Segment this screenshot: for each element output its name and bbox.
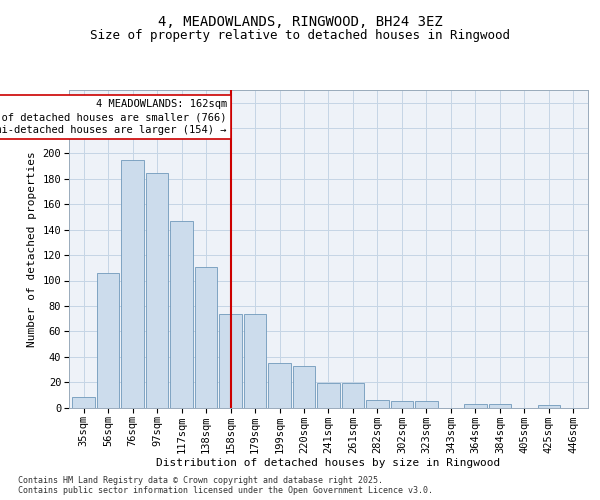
Text: 4 MEADOWLANDS: 162sqm
← 83% of detached houses are smaller (766)
17% of semi-det: 4 MEADOWLANDS: 162sqm ← 83% of detached … — [0, 99, 227, 136]
Text: Contains HM Land Registry data © Crown copyright and database right 2025.
Contai: Contains HM Land Registry data © Crown c… — [18, 476, 433, 495]
X-axis label: Distribution of detached houses by size in Ringwood: Distribution of detached houses by size … — [157, 458, 500, 468]
Bar — [244, 314, 266, 408]
Bar — [195, 266, 217, 408]
Text: Size of property relative to detached houses in Ringwood: Size of property relative to detached ho… — [90, 30, 510, 43]
Bar — [268, 363, 291, 408]
Bar — [415, 401, 437, 407]
Bar — [121, 160, 144, 408]
Bar — [220, 314, 242, 408]
Text: 4, MEADOWLANDS, RINGWOOD, BH24 3EZ: 4, MEADOWLANDS, RINGWOOD, BH24 3EZ — [158, 16, 442, 30]
Bar — [97, 273, 119, 407]
Y-axis label: Number of detached properties: Number of detached properties — [27, 151, 37, 346]
Bar — [146, 172, 169, 408]
Bar — [342, 384, 364, 407]
Bar — [317, 384, 340, 407]
Bar — [391, 401, 413, 407]
Bar — [73, 398, 95, 407]
Bar — [366, 400, 389, 407]
Bar — [488, 404, 511, 407]
Bar — [293, 366, 315, 408]
Bar — [464, 404, 487, 407]
Bar — [170, 221, 193, 408]
Bar — [538, 405, 560, 407]
